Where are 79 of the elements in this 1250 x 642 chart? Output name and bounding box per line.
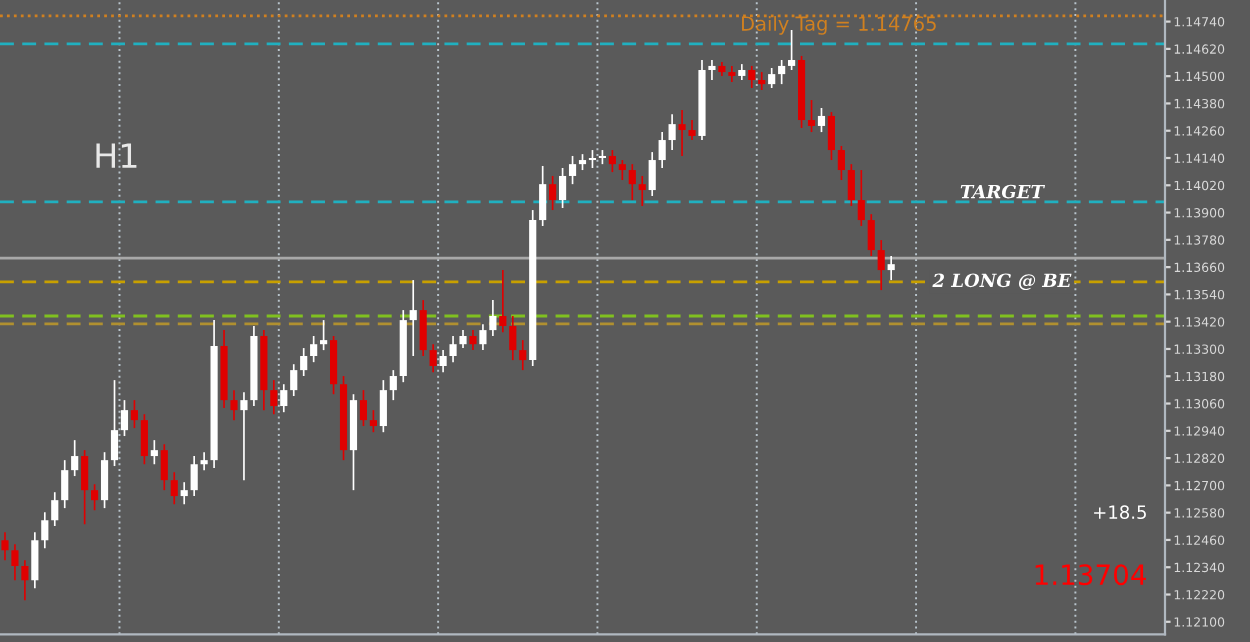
candlestick [100, 451, 109, 509]
candlestick [568, 155, 577, 185]
candlestick [778, 59, 786, 85]
candlestick [668, 113, 676, 151]
candlestick [688, 119, 696, 141]
candlestick [409, 279, 417, 357]
candlestick [190, 455, 198, 497]
candlestick [429, 343, 437, 374]
candlestick [827, 111, 836, 161]
candlestick [419, 299, 427, 357]
candlestick [120, 399, 129, 437]
candlestick [71, 439, 79, 477]
candlestick [489, 299, 497, 337]
candlestick [91, 483, 99, 511]
candlestick [608, 149, 616, 173]
candlestick [509, 315, 517, 361]
ref-line-label: Daily Tag = 1.14765 [742, 15, 936, 35]
candlestick [1, 531, 9, 562]
candlestick [887, 255, 895, 281]
candlestick [847, 163, 855, 207]
ref-line-label: TARGET [960, 184, 1046, 199]
candlestick [389, 369, 397, 401]
candlestick [788, 29, 796, 71]
candlestick [499, 269, 507, 333]
candlestick [61, 459, 69, 509]
candlestick [768, 67, 776, 89]
annotation: H1 [96, 143, 137, 168]
candlestick [81, 449, 89, 526]
candlestick [200, 451, 208, 471]
candlestick [11, 543, 19, 582]
candlestick [469, 329, 477, 351]
candlestick [359, 389, 368, 427]
annotation: +18.5 [1094, 505, 1146, 520]
candlestick [758, 71, 766, 91]
candlestick [837, 145, 845, 181]
candlestick [369, 409, 377, 434]
candlestick [618, 159, 626, 181]
candlestick [439, 349, 447, 374]
candlestick [329, 335, 338, 396]
candlestick [807, 99, 816, 133]
candlestick [21, 559, 29, 602]
candlestick [310, 335, 318, 363]
candlestick [549, 175, 557, 211]
candlestick [678, 109, 686, 157]
candlestick [559, 167, 567, 209]
candlestick [817, 107, 826, 133]
candlestick [110, 379, 119, 467]
candlestick [160, 443, 168, 491]
candlestick [658, 131, 666, 169]
candlestick [31, 531, 39, 589]
candlestick [180, 481, 188, 506]
candlestick [170, 471, 178, 506]
annotation: 1.13704 [1035, 564, 1146, 586]
ref-line-label: 2 LONG @ BE [932, 273, 1072, 291]
candlestick [280, 383, 288, 414]
candlestick [230, 389, 238, 421]
candlestick [628, 163, 636, 201]
candlestick [638, 175, 646, 207]
candlestick [240, 391, 248, 481]
candlestick [140, 413, 148, 466]
candlestick [519, 339, 527, 371]
candlestick [479, 323, 487, 351]
candlestick [300, 347, 308, 377]
candlestick [320, 319, 328, 351]
candlestick [867, 213, 875, 257]
candlestick [290, 363, 298, 397]
candlestick [539, 165, 547, 227]
candlestick [648, 151, 656, 197]
candlestick [877, 239, 885, 291]
candlestick [130, 399, 139, 429]
candlestick [270, 379, 278, 416]
candlestick [51, 491, 59, 527]
candlestick [748, 65, 756, 89]
candlestick [41, 511, 49, 549]
candlestick [708, 59, 716, 81]
candlestick [857, 169, 865, 227]
candlestick [449, 335, 457, 363]
candlestick [150, 439, 158, 466]
candlestick [379, 379, 387, 434]
